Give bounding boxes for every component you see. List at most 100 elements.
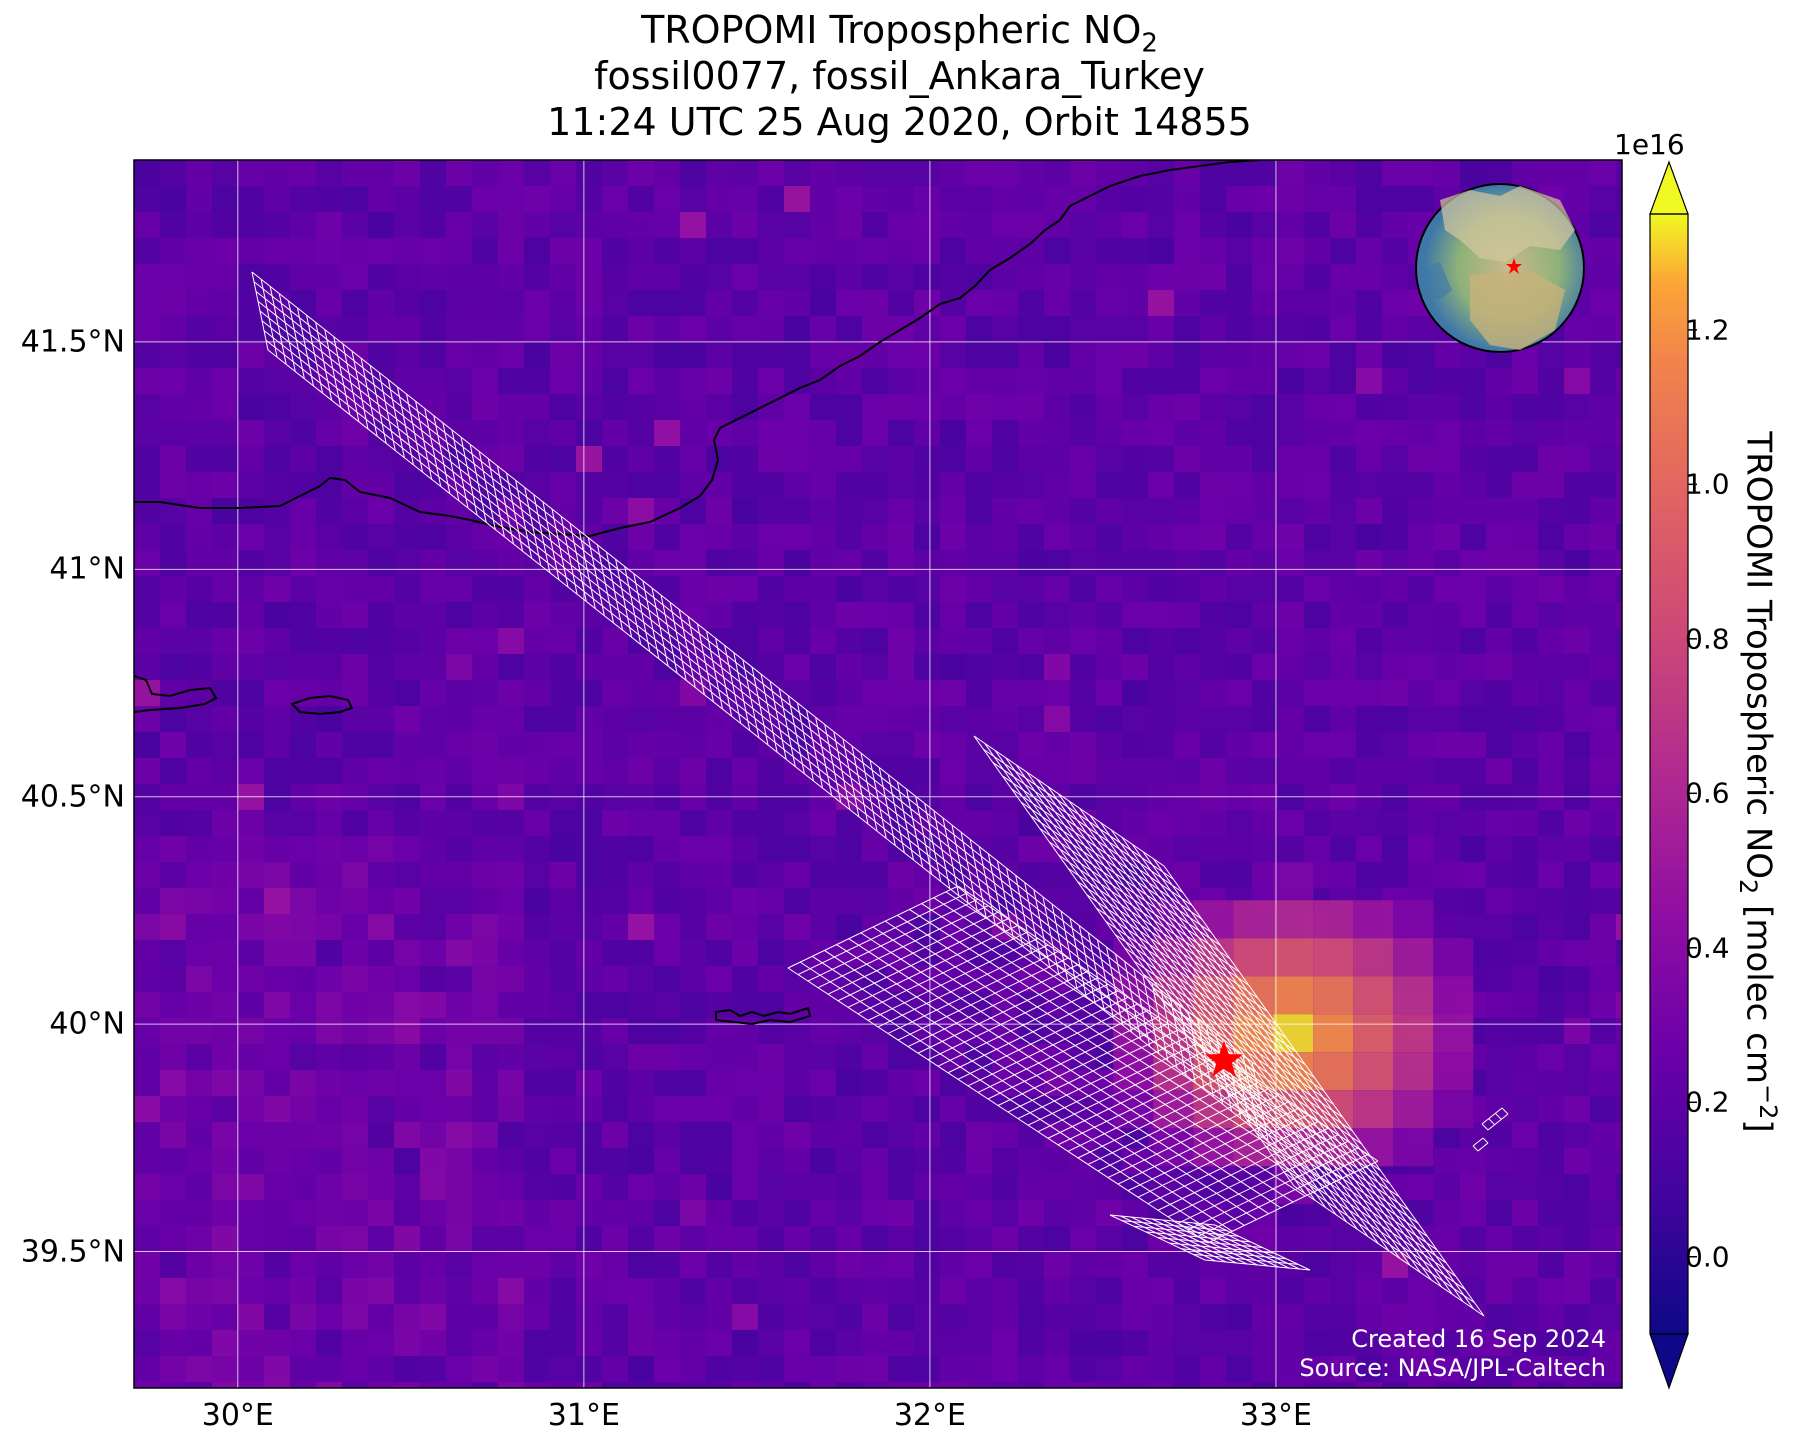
no2-pixel (1252, 732, 1278, 758)
no2-pixel (264, 836, 290, 862)
no2-pixel (654, 1278, 680, 1304)
no2-pixel (186, 1200, 212, 1226)
no2-pixel (446, 264, 472, 290)
no2-pixel (368, 1096, 394, 1122)
no2-pixel (784, 1200, 810, 1226)
no2-pixel (1616, 680, 1622, 706)
no2-pixel (1304, 1252, 1330, 1278)
no2-pixel (342, 1018, 368, 1044)
no2-pixel (758, 420, 784, 446)
no2-pixel (1356, 186, 1382, 212)
no2-pixel (680, 160, 706, 186)
no2-pixel (368, 966, 394, 992)
no2-pixel (940, 342, 966, 368)
no2-pixel (498, 1096, 524, 1122)
no2-pixel (498, 888, 524, 914)
globe-target-star (1506, 258, 1522, 274)
no2-pixel (1200, 186, 1226, 212)
no2-pixel (1330, 290, 1356, 316)
no2-pixel (784, 576, 810, 602)
no2-pixel (758, 1070, 784, 1096)
credit-created: Created 16 Sep 2024 (1351, 1325, 1606, 1353)
no2-pixel (264, 966, 290, 992)
no2-pixel (1304, 550, 1330, 576)
no2-pixel (836, 212, 862, 238)
no2-pixel (550, 836, 576, 862)
no2-pixel (706, 862, 732, 888)
no2-pixel (680, 940, 706, 966)
footprint-line (253, 281, 1255, 1073)
no2-pixel (1434, 1304, 1460, 1330)
no2-pixel (602, 1122, 628, 1148)
no2-pixel (1278, 186, 1304, 212)
no2-pixel (1408, 706, 1434, 732)
no2-pixel (966, 1382, 992, 1388)
no2-pixel (576, 914, 602, 940)
no2-pixel (1512, 1070, 1538, 1096)
no2-pixel (290, 1382, 316, 1388)
no2-pixel (888, 1070, 914, 1096)
no2-pixel (1018, 394, 1044, 420)
no2-pixel (1278, 446, 1304, 472)
no2-pixel (1044, 1200, 1070, 1226)
no2-pixel (810, 810, 836, 836)
no2-pixel (1330, 264, 1356, 290)
no2-pixel (758, 1148, 784, 1174)
no2-pixel (446, 732, 472, 758)
no2-pixel (1486, 758, 1512, 784)
no2-pixel (1148, 212, 1174, 238)
no2-pixel (1148, 1252, 1174, 1278)
no2-pixel (914, 1148, 940, 1174)
no2-pixel (550, 810, 576, 836)
no2-pixel (1460, 1252, 1486, 1278)
no2-pixel (342, 420, 368, 446)
no2-pixel (784, 888, 810, 914)
no2-pixel (784, 1096, 810, 1122)
no2-pixel (888, 1096, 914, 1122)
no2-pixel (1278, 810, 1304, 836)
no2-pixel (160, 758, 186, 784)
no2-pixel (628, 264, 654, 290)
no2-pixel (992, 290, 1018, 316)
no2-pixel (1460, 706, 1486, 732)
no2-pixel (1564, 914, 1590, 940)
no2-pixel (1538, 394, 1564, 420)
no2-pixel (342, 1044, 368, 1070)
no2-pixel (758, 212, 784, 238)
no2-pixel (706, 160, 732, 186)
no2-pixel (186, 368, 212, 394)
no2-pixel (680, 1382, 706, 1388)
no2-pixel (290, 888, 316, 914)
no2-pixel (186, 1330, 212, 1356)
no2-pixel (758, 1304, 784, 1330)
no2-pixel (784, 238, 810, 264)
no2-pixel (810, 1356, 836, 1382)
no2-pixel (576, 472, 602, 498)
no2-pixel (810, 290, 836, 316)
no2-pixel (420, 706, 446, 732)
no2-pixel (238, 446, 264, 472)
no2-pixel (1564, 472, 1590, 498)
no2-pixel (1148, 602, 1174, 628)
no2-pixel (1408, 342, 1434, 368)
no2-pixel (810, 940, 836, 966)
no2-pixel (810, 1278, 836, 1304)
no2-pixel (1044, 732, 1070, 758)
no2-pixel (472, 940, 498, 966)
no2-pixel (1148, 238, 1174, 264)
no2-pixel (212, 498, 238, 524)
no2-pixel (836, 1096, 862, 1122)
no2-pixel (628, 706, 654, 732)
no2-pixel (238, 1330, 264, 1356)
no2-pixel (368, 160, 394, 186)
no2-pixel (160, 342, 186, 368)
no2-pixel (1070, 654, 1096, 680)
footprint-line (1163, 865, 1485, 1317)
no2-plume-pixel (1313, 1014, 1354, 1053)
no2-pixel (680, 888, 706, 914)
no2-pixel (212, 1148, 238, 1174)
no2-pixel (524, 1096, 550, 1122)
no2-pixel (1044, 862, 1070, 888)
no2-pixel (186, 888, 212, 914)
no2-pixel (212, 680, 238, 706)
